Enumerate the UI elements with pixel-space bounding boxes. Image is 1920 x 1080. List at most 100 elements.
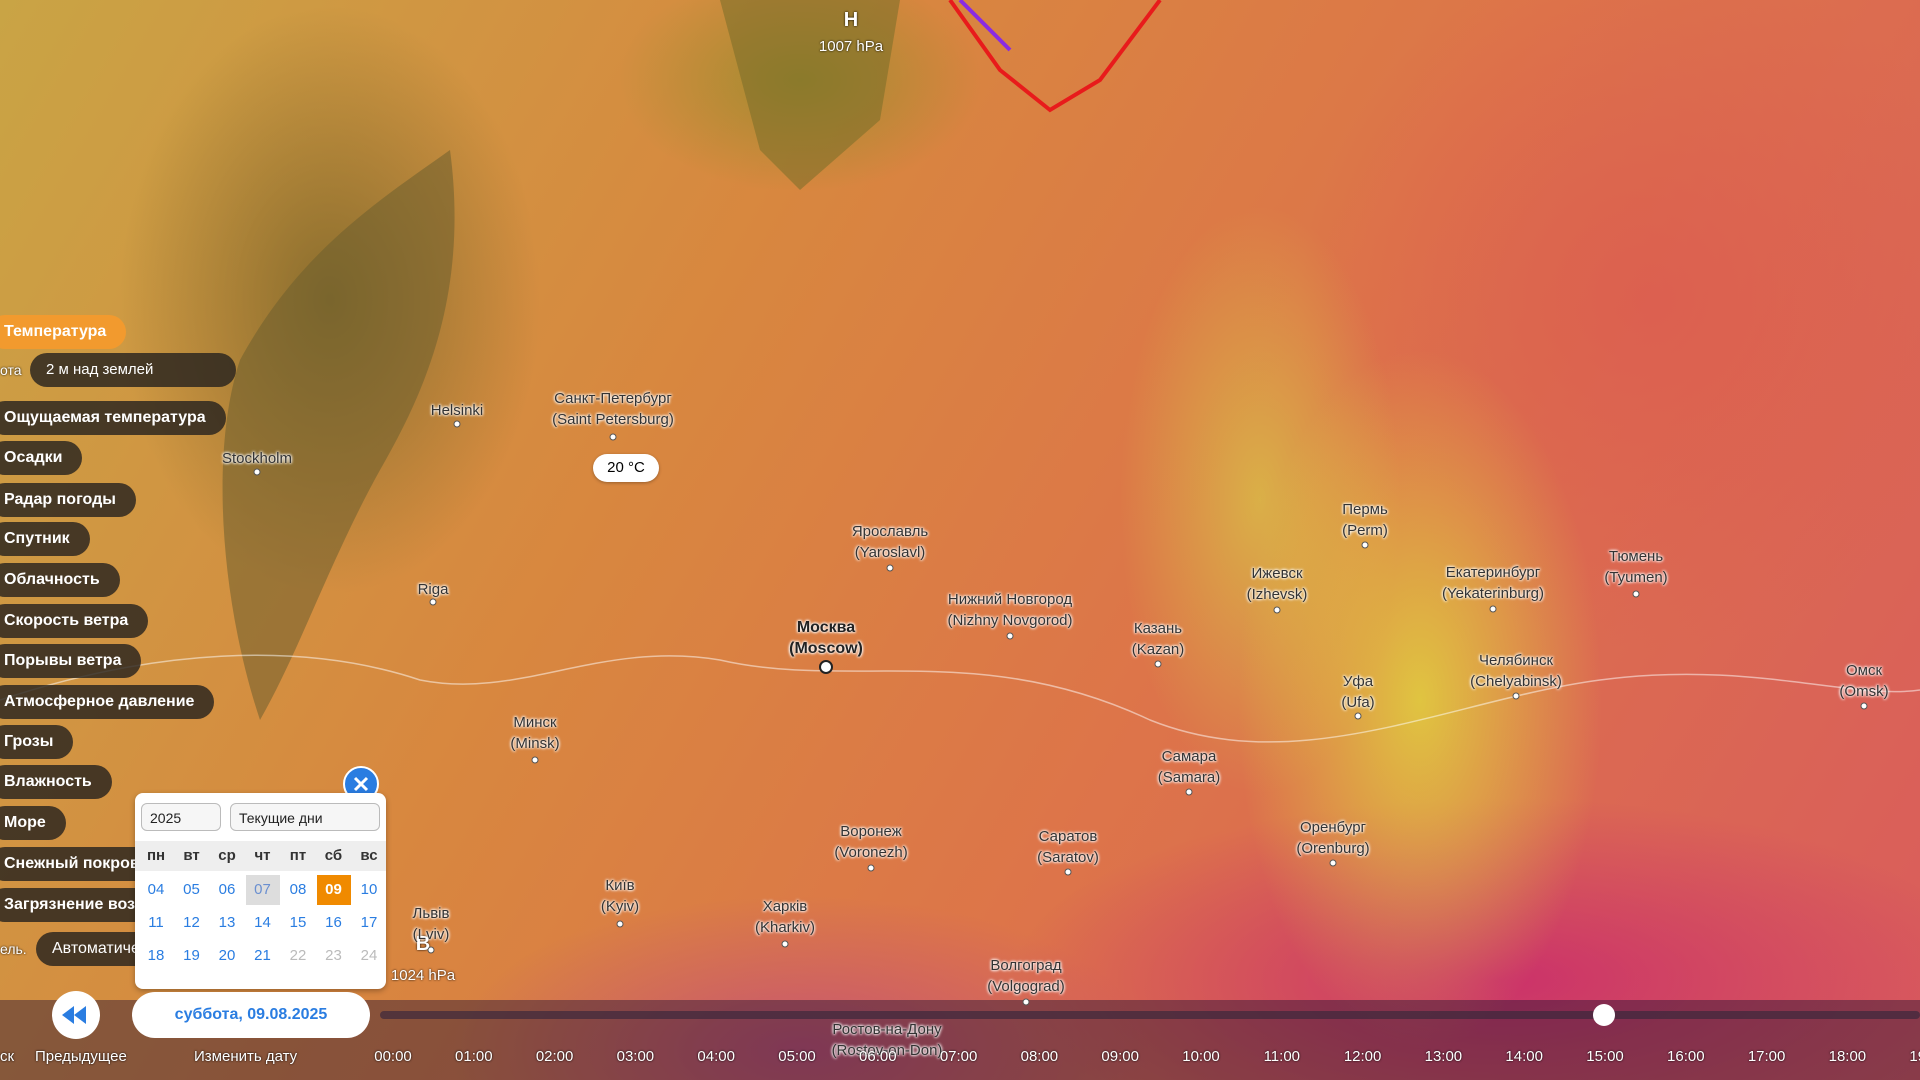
city-dot (427, 946, 435, 954)
city-name: Helsinki (430, 402, 484, 419)
layer-active[interactable]: Температура (0, 315, 127, 349)
calendar-day[interactable]: 09 (316, 875, 351, 905)
city-name-latin: (Tyumen) (1604, 569, 1668, 586)
layer-button[interactable]: Ощущаемая температура (0, 401, 226, 435)
city-dot (867, 864, 875, 872)
layer-button[interactable]: Радар погоды (0, 483, 136, 517)
hour-label[interactable]: 12:00 (1343, 1048, 1382, 1065)
timeline-knob[interactable] (1593, 1004, 1615, 1026)
city-dot (819, 660, 833, 674)
hour-label[interactable]: 14:00 (1505, 1048, 1543, 1065)
calendar-day[interactable]: 11 (148, 914, 164, 931)
calendar-day[interactable]: 22 (289, 947, 307, 964)
city-dot (1022, 998, 1030, 1006)
city-name-latin: (Izhevsk) (1246, 586, 1308, 603)
layer-button[interactable]: Облачность (0, 563, 120, 597)
year-select[interactable]: 2025 (141, 803, 221, 831)
hour-label[interactable]: 19:00 (1909, 1048, 1920, 1065)
calendar-day[interactable]: 21 (254, 947, 271, 964)
range-select[interactable]: Текущие дни (230, 803, 380, 831)
calendar-day[interactable]: 08 (289, 881, 307, 898)
calendar-day[interactable]: 13 (218, 914, 236, 931)
hour-label[interactable]: 13:00 (1424, 1048, 1463, 1065)
hour-label[interactable]: 02:00 (535, 1048, 574, 1065)
timeline-left-cut: ск (0, 1048, 15, 1065)
layer-button[interactable]: Море (0, 806, 66, 840)
calendar-day[interactable]: 16 (325, 914, 342, 931)
city-label: Москва (Moscow) (789, 617, 863, 659)
city-label: Тюмень (Tyumen) (1604, 546, 1667, 588)
calendar-day[interactable]: 20 (218, 947, 236, 964)
city-dot (616, 920, 624, 928)
layer-button[interactable]: Скорость ветра (0, 604, 149, 638)
calendar-day[interactable]: 04 (147, 881, 165, 898)
city-label: Львів (Lviv) (413, 903, 450, 945)
weekday: вс (360, 847, 378, 864)
close-icon (353, 776, 369, 792)
hour-label[interactable]: 10:00 (1182, 1048, 1220, 1065)
calendar-day[interactable]: 15 (289, 914, 307, 931)
city-dot (253, 468, 261, 476)
layer-button[interactable]: Грозы (0, 725, 74, 759)
city-label: Самара (Samara) (1158, 746, 1221, 788)
hour-label[interactable]: 17:00 (1747, 1048, 1786, 1065)
calendar-day[interactable]: 19 (183, 947, 200, 964)
layer-button[interactable]: Осадки (0, 441, 83, 475)
city-dot (1632, 590, 1640, 598)
calendar-day[interactable]: 24 (360, 947, 378, 964)
city-name-latin: (Volgograd) (987, 978, 1065, 995)
hour-label[interactable]: 03:00 (616, 1048, 655, 1065)
layer-button[interactable]: Спутник (0, 522, 90, 556)
calendar-day[interactable]: 14 (254, 914, 271, 931)
city-name: Львів (412, 905, 450, 922)
city-label: Омск (Omsk) (1839, 660, 1888, 702)
city-name: Москва (796, 619, 856, 636)
pressure-low-symbol: B (415, 933, 431, 955)
pressure-low-label: 1024 hPa (390, 967, 456, 984)
hour-label[interactable]: 07:00 (939, 1048, 978, 1065)
layer-button[interactable]: Порывы ветра (0, 644, 142, 678)
hour-label[interactable]: 09:00 (1101, 1048, 1139, 1065)
calendar-day[interactable]: 05 (183, 881, 200, 898)
date-button[interactable]: суббота, 09.08.2025 (132, 992, 370, 1038)
city-dot (429, 598, 437, 606)
calendar-day[interactable]: 10 (360, 881, 378, 898)
city-name-latin: (Perm) (1342, 522, 1388, 539)
city-name: Нижний Новгород (947, 591, 1073, 608)
city-label: Саратов (Saratov) (1037, 826, 1099, 868)
city-name: Волгоград (990, 957, 1062, 974)
hour-label[interactable]: 01:00 (455, 1048, 493, 1065)
calendar-day[interactable]: 18 (147, 947, 165, 964)
weekday: сб (324, 847, 343, 864)
city-name-latin: (Lviv) (412, 926, 450, 943)
height-select[interactable]: 2 м над землей (30, 353, 236, 387)
prev-icon (62, 1006, 86, 1024)
hour-label[interactable]: 11:00 (1263, 1048, 1301, 1065)
hour-label[interactable]: 05:00 (778, 1048, 816, 1065)
hour-label[interactable]: 06:00 (859, 1048, 897, 1065)
border-line (0, 654, 1920, 743)
weekday: чт (254, 847, 271, 864)
city-name-latin: (Kyiv) (600, 898, 640, 915)
calendar-day[interactable]: 12 (183, 914, 200, 931)
city-dot (1273, 606, 1281, 614)
city-name-latin: (Saratov) (1037, 849, 1099, 866)
calendar-day[interactable]: 23 (325, 947, 342, 964)
hour-label[interactable]: 15:00 (1586, 1048, 1624, 1065)
hour-label[interactable]: 04:00 (697, 1048, 735, 1065)
hour-label[interactable]: 00:00 (374, 1048, 412, 1065)
layer-button[interactable]: Атмосферное давление (0, 685, 215, 719)
hour-label[interactable]: 08:00 (1020, 1048, 1059, 1065)
city-name: Саратов (1038, 828, 1098, 845)
hour-label[interactable]: 16:00 (1667, 1048, 1705, 1065)
weekday: пн (146, 847, 166, 864)
layer-button[interactable]: Снежный покров (0, 847, 160, 881)
hour-label[interactable]: 18:00 (1828, 1048, 1867, 1065)
layer-button[interactable]: Влажность (0, 765, 112, 799)
calendar-day[interactable]: 07 (245, 875, 280, 905)
city-name: Оренбург (1299, 819, 1367, 836)
calendar-day[interactable]: 06 (218, 881, 236, 898)
calendar-day[interactable]: 17 (360, 914, 378, 931)
city-label: Нижний Новгород (Nizhny Novgorod) (947, 589, 1072, 631)
city-dot (531, 756, 539, 764)
